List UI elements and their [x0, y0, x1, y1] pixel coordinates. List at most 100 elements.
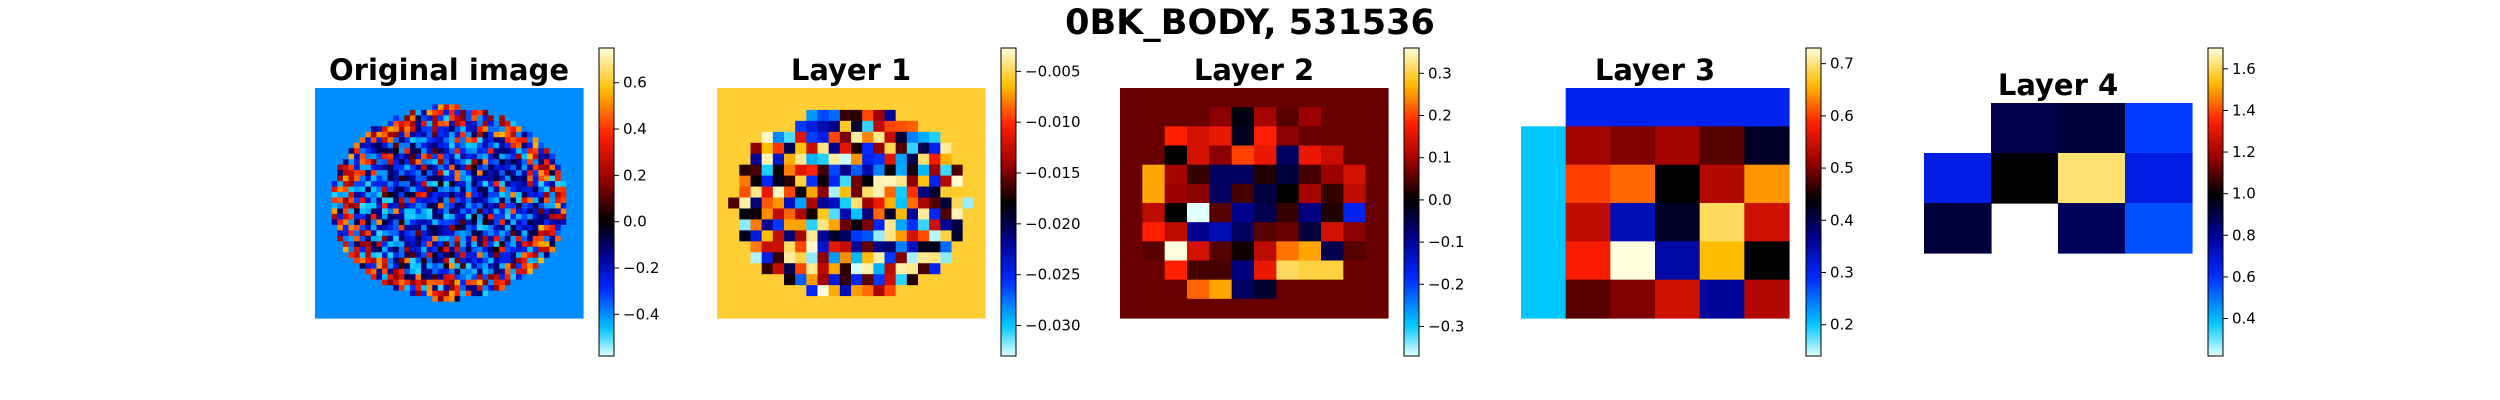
heatmap-cell	[538, 230, 545, 237]
heatmap-cell	[415, 230, 422, 237]
heatmap-cell	[795, 197, 807, 210]
heatmap-cell	[465, 301, 472, 308]
heatmap-cell	[951, 120, 964, 133]
heatmap-cell	[1610, 126, 1656, 166]
heatmap-cell	[337, 115, 344, 122]
heatmap-cell	[555, 181, 562, 188]
heatmap-cell	[354, 235, 361, 242]
heatmap-cell	[549, 115, 556, 122]
heatmap-cell	[516, 268, 523, 275]
heatmap-cell	[315, 170, 322, 177]
heatmap-cell	[337, 301, 344, 308]
heatmap-cell	[828, 274, 841, 286]
heatmap-cell	[555, 296, 562, 303]
heatmap-cell	[1521, 126, 1567, 166]
heatmap-cell	[365, 219, 372, 226]
heatmap-cell	[761, 241, 774, 253]
heatmap-cell	[393, 241, 400, 248]
heatmap-cell	[342, 192, 350, 199]
heatmap-cell	[471, 241, 478, 248]
heatmap-cell	[493, 285, 500, 292]
heatmap-cell	[828, 252, 841, 264]
heatmap-cell	[549, 241, 556, 248]
heatmap-cell	[370, 164, 378, 171]
heatmap-cell	[510, 153, 517, 160]
heatmap-cell	[465, 148, 472, 155]
heatmap-cell	[538, 137, 545, 144]
heatmap-cell	[1120, 260, 1143, 281]
heatmap-cell	[532, 197, 539, 204]
heatmap-cell	[370, 241, 378, 248]
heatmap-cell	[354, 301, 361, 308]
heatmap-cell	[851, 274, 863, 286]
heatmap-cell	[1276, 222, 1300, 242]
heatmap-cell	[543, 224, 551, 231]
heatmap-cell	[326, 109, 333, 116]
heatmap-cell	[348, 109, 355, 116]
heatmap-cell	[532, 120, 539, 127]
heatmap-cell	[409, 246, 417, 253]
heatmap-cell	[1209, 183, 1233, 204]
heatmap-cell	[354, 98, 361, 106]
heatmap-cell	[348, 170, 355, 177]
heatmap-cell	[851, 230, 863, 242]
heatmap-cell	[382, 235, 389, 242]
heatmap-cell	[739, 197, 752, 210]
heatmap-cell	[1187, 279, 1210, 300]
heatmap-cell	[1991, 153, 2059, 204]
heatmap-cell	[370, 137, 378, 144]
heatmap-cell	[1276, 241, 1300, 262]
heatmap-cell	[315, 290, 322, 297]
heatmap-cell	[828, 186, 841, 199]
heatmap-cell	[1187, 260, 1210, 281]
colorbar: −0.005−0.010−0.015−0.020−0.025−0.030	[1000, 47, 1081, 357]
heatmap-cell	[465, 137, 472, 144]
heatmap-cell	[1209, 222, 1233, 242]
heatmap-cell	[488, 296, 495, 303]
heatmap-cell	[761, 109, 774, 122]
heatmap-cell	[918, 219, 930, 231]
heatmap-cell	[543, 192, 551, 199]
heatmap-cell	[404, 246, 411, 253]
heatmap-cell	[465, 246, 472, 253]
heatmap-cell	[482, 170, 489, 177]
heatmap-cell	[342, 285, 350, 292]
heatmap-cell	[326, 98, 333, 106]
heatmap-cell	[382, 246, 389, 253]
heatmap-cell	[1276, 298, 1300, 319]
heatmap-cell	[499, 164, 506, 171]
heatmap-cell	[348, 137, 355, 144]
heatmap-cell	[549, 208, 556, 215]
heatmap-cell	[315, 263, 322, 270]
heatmap-cell	[577, 257, 584, 264]
heatmap-cell	[432, 153, 439, 160]
heatmap-cell	[538, 279, 545, 286]
heatmap-cell	[315, 246, 322, 253]
heatmap-cell	[326, 93, 333, 100]
heatmap-cell	[404, 109, 411, 116]
heatmap-cell	[426, 268, 433, 275]
heatmap-cell	[962, 109, 975, 122]
heatmap-cell	[443, 104, 450, 111]
heatmap-cell	[940, 230, 953, 242]
heatmap-cell	[555, 268, 562, 275]
heatmap-cell	[549, 175, 556, 182]
heatmap-cell	[460, 285, 467, 292]
heatmap-cell	[555, 235, 562, 242]
heatmap-cell	[331, 98, 338, 106]
heatmap-cell	[454, 126, 461, 133]
heatmap-cell	[449, 246, 456, 253]
heatmap-cell	[532, 142, 539, 149]
heatmap-cell	[571, 235, 579, 242]
heatmap-cell	[382, 268, 389, 275]
heatmap-cell	[543, 131, 551, 138]
heatmap-cell	[784, 197, 796, 210]
heatmap-cell	[471, 268, 478, 275]
heatmap-cell	[460, 279, 467, 286]
heatmap-cell	[359, 274, 366, 281]
heatmap-cell	[471, 170, 478, 177]
heatmap-cell	[795, 252, 807, 264]
heatmap-cell	[476, 203, 484, 210]
heatmap-cell	[521, 153, 528, 160]
heatmap-cell	[365, 142, 372, 149]
